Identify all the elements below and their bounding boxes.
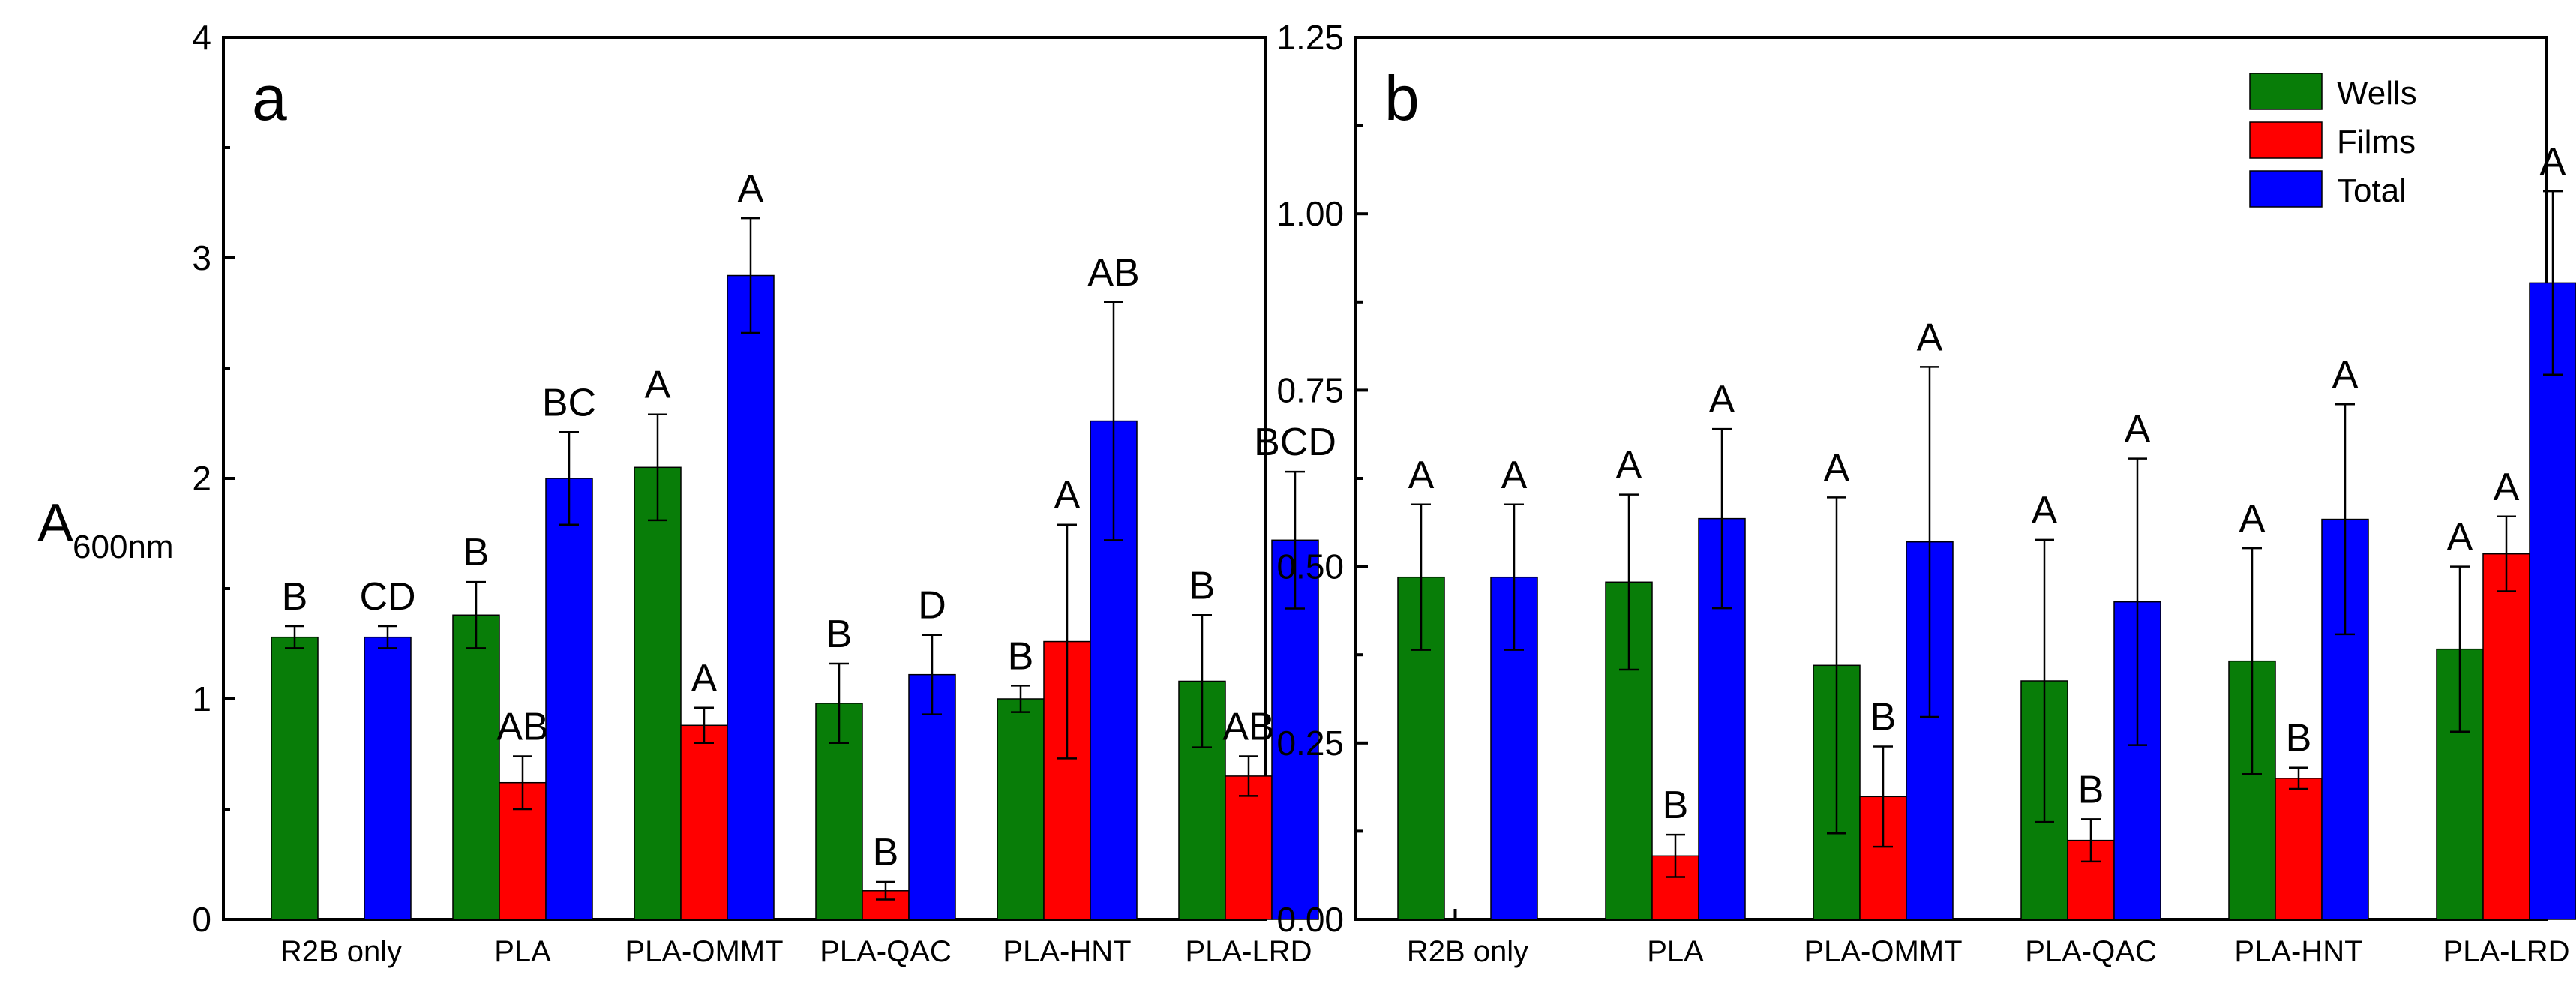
significance-label: A xyxy=(2447,516,2473,559)
bar-wells xyxy=(452,614,500,920)
x-category-label: PLA xyxy=(494,935,551,968)
y-tick-label: 0.25 xyxy=(1276,724,1344,763)
significance-label: B xyxy=(2078,768,2104,811)
y-tick-label: 3 xyxy=(192,238,211,277)
x-category-label: PLA-HNT xyxy=(1003,935,1131,968)
significance-label: A xyxy=(738,167,764,211)
legend-swatch-total xyxy=(2249,170,2323,208)
x-category-label: R2B only xyxy=(1407,935,1528,968)
y-tick-label: 0.00 xyxy=(1276,900,1344,939)
significance-label: A xyxy=(1408,454,1435,497)
x-category-label: PLA-QAC xyxy=(820,935,952,968)
significance-label: A xyxy=(1917,316,1943,359)
y-tick-label: 2 xyxy=(192,459,211,498)
bar-films xyxy=(680,724,728,920)
bar-total xyxy=(545,478,593,920)
legend-label: Films xyxy=(2337,124,2416,160)
bar-wells xyxy=(634,466,682,920)
bar-films xyxy=(2275,778,2323,920)
bar-films xyxy=(2482,553,2530,920)
y-axis-title-subscript: 600nm xyxy=(73,529,174,565)
significance-label: A xyxy=(1709,378,1735,421)
y-tick-label: 0 xyxy=(192,900,211,939)
bar-wells xyxy=(997,698,1045,920)
significance-label: B xyxy=(873,831,899,874)
significance-label: A xyxy=(2332,353,2359,397)
y-tick-label: 0.50 xyxy=(1276,547,1344,586)
significance-label: A xyxy=(2125,408,2151,451)
bar-films xyxy=(1225,775,1273,920)
y-tick-label: 4 xyxy=(192,18,211,57)
significance-label: B xyxy=(1663,784,1689,827)
significance-label: BC xyxy=(542,381,596,424)
x-category-label: PLA xyxy=(1647,935,1704,968)
significance-label: AB xyxy=(1087,251,1139,295)
significance-label: A xyxy=(1824,446,1850,490)
legend-label: Total xyxy=(2337,172,2407,209)
significance-label: B xyxy=(826,613,853,656)
significance-label: AB xyxy=(496,705,548,748)
legend-label: Wells xyxy=(2337,75,2417,112)
significance-label: A xyxy=(645,364,671,407)
significance-label: BCD xyxy=(1254,421,1336,464)
bar-total xyxy=(2113,601,2161,920)
panel-label: a xyxy=(252,63,287,133)
bar-total xyxy=(908,673,956,920)
bar-total xyxy=(364,636,412,920)
y-tick-label: 1 xyxy=(192,679,211,718)
significance-label: D xyxy=(918,584,946,628)
significance-label: A xyxy=(691,657,718,700)
significance-label: A xyxy=(2239,497,2266,541)
y-axis-title: A 600nm xyxy=(37,493,174,565)
x-category-label: R2B only xyxy=(280,935,402,968)
panel-label: b xyxy=(1384,63,1420,133)
significance-label: A xyxy=(1616,444,1642,487)
y-tick-label: 1.25 xyxy=(1276,18,1344,57)
x-category-label: PLA-OMMT xyxy=(1804,935,1962,968)
significance-label: B xyxy=(282,575,308,619)
significance-label: B xyxy=(1008,634,1034,678)
bar-wells xyxy=(271,636,319,920)
legend-swatch-wells xyxy=(2249,73,2323,110)
significance-label: A xyxy=(2494,466,2520,509)
significance-label: B xyxy=(1189,564,1216,607)
significance-label: B xyxy=(1870,696,1897,739)
significance-label: B xyxy=(463,531,490,574)
legend-swatch-films xyxy=(2249,121,2323,159)
y-tick-label: 0.75 xyxy=(1276,370,1344,409)
significance-label: A xyxy=(2032,489,2058,532)
significance-label: CD xyxy=(359,575,415,619)
significance-label: A xyxy=(1501,454,1528,497)
significance-label: B xyxy=(2286,717,2312,760)
significance-label: A xyxy=(2540,140,2566,184)
x-category-label: PLA-HNT xyxy=(2234,935,2362,968)
bar-total xyxy=(2529,282,2576,920)
y-axis-title-main: A xyxy=(37,493,73,553)
significance-label: AB xyxy=(1222,705,1274,748)
x-category-label: PLA-LRD xyxy=(1186,935,1312,968)
x-category-label: PLA-OMMT xyxy=(625,935,783,968)
bar-wells xyxy=(1178,680,1226,920)
significance-label: A xyxy=(1054,474,1081,517)
x-category-label: PLA-LRD xyxy=(2443,935,2570,968)
y-tick-label: 1.00 xyxy=(1276,194,1344,233)
bar-total xyxy=(727,274,775,920)
x-category-label: PLA-QAC xyxy=(2025,935,2157,968)
